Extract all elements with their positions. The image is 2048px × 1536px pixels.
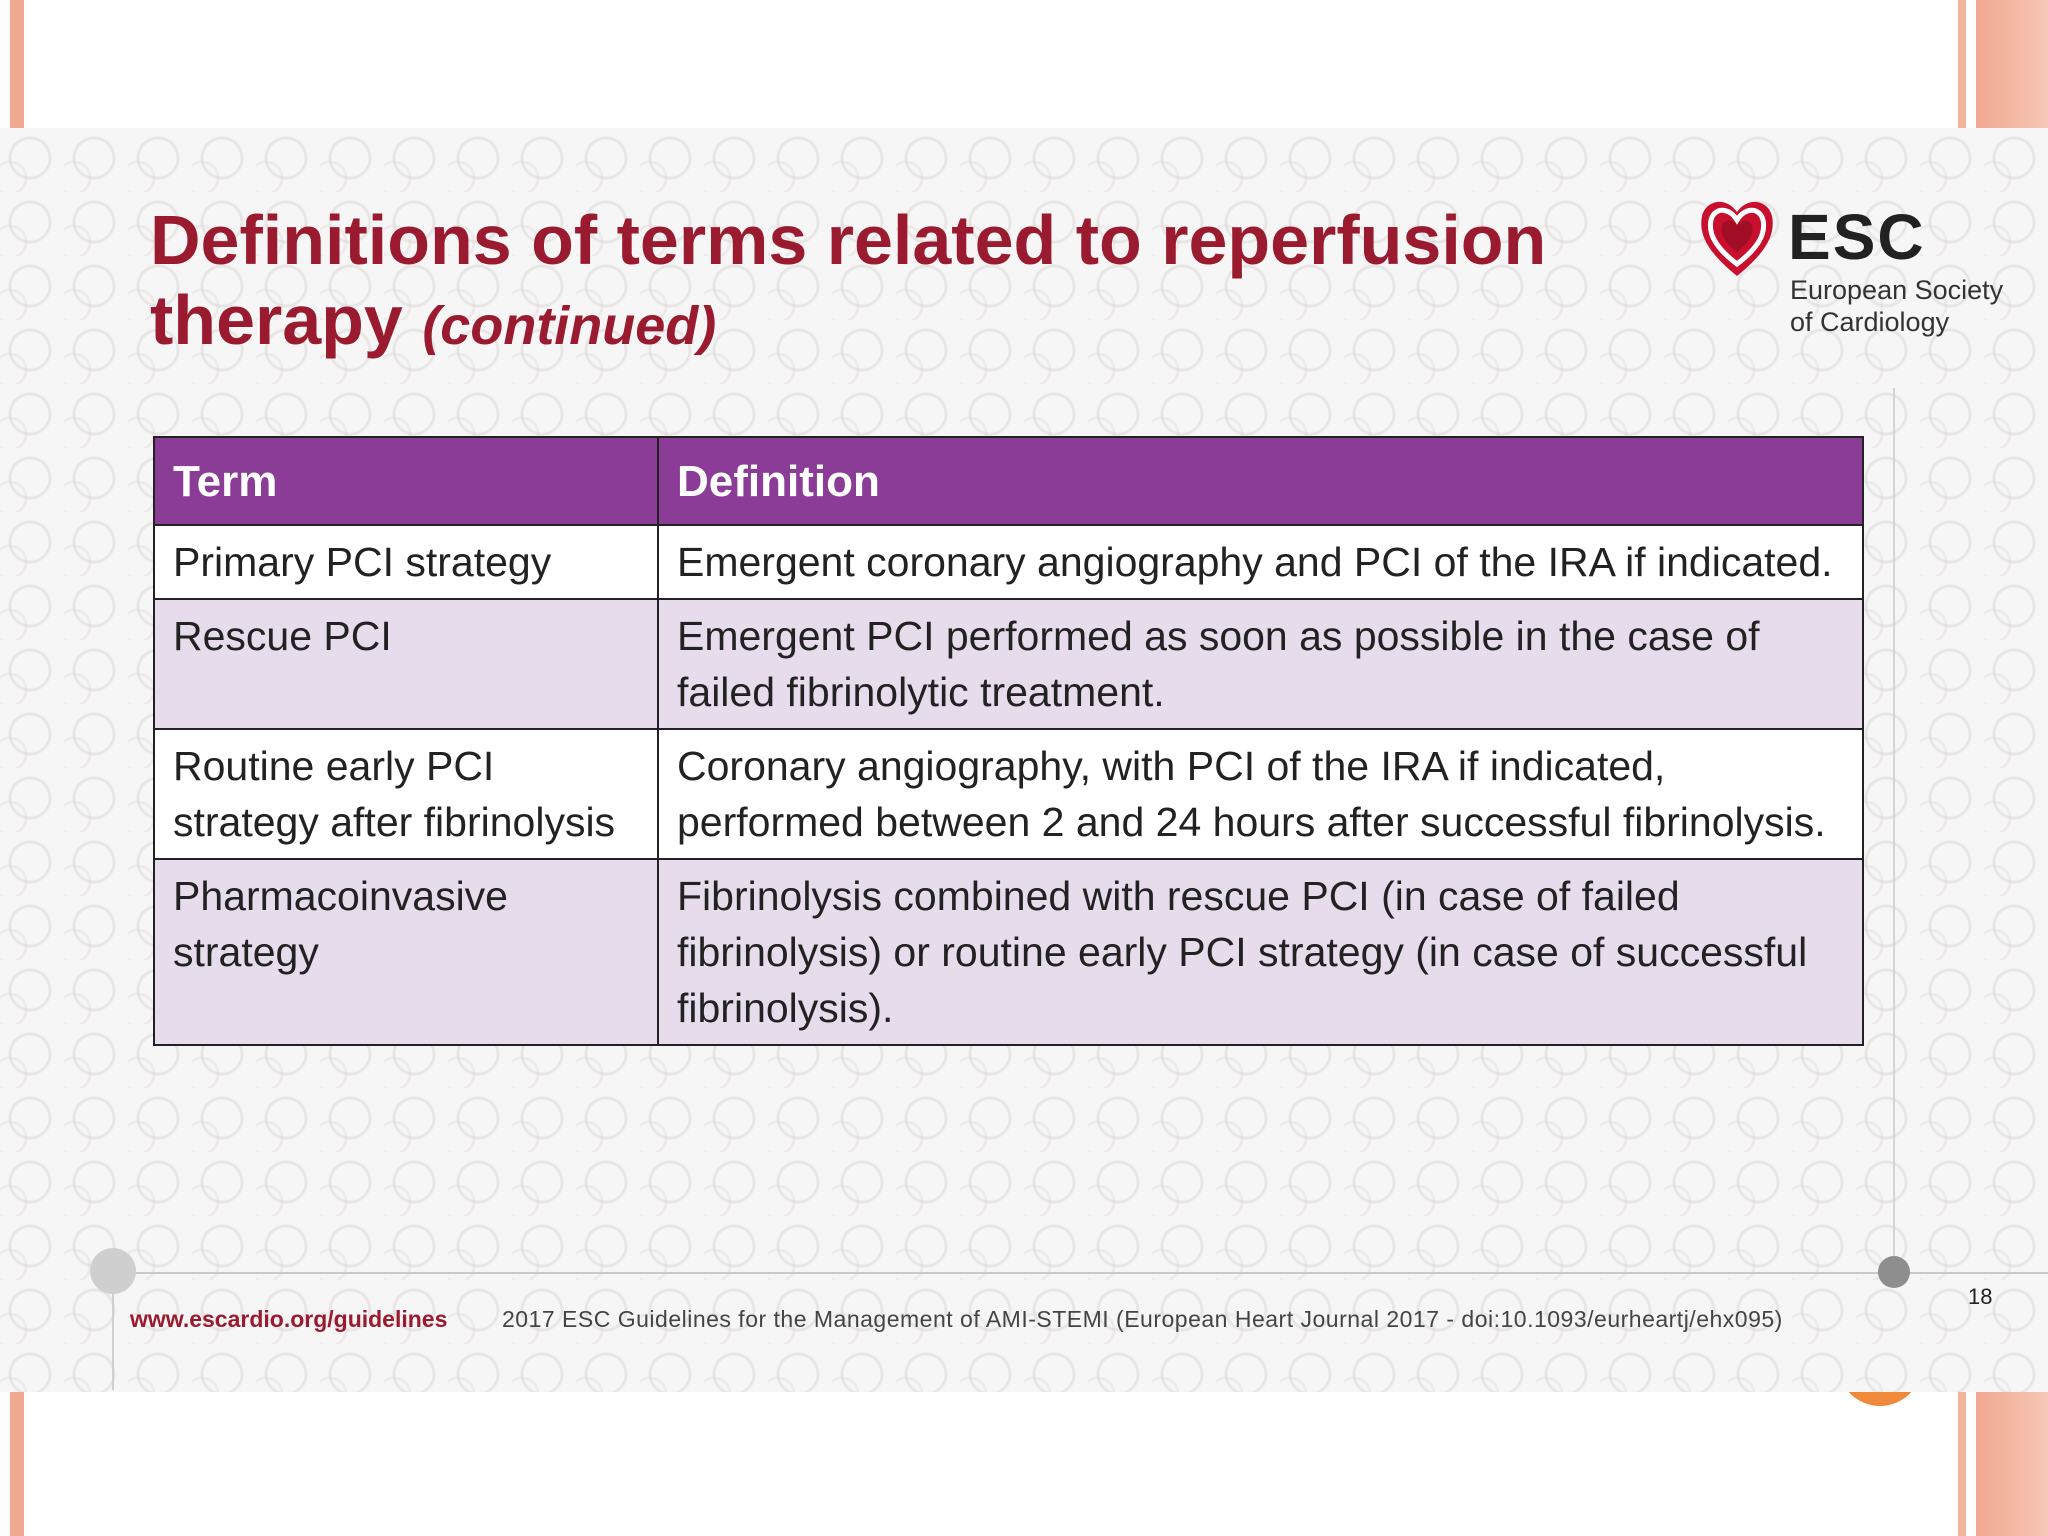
footer-dot-left: [90, 1248, 136, 1294]
esc-logo: ESC European Society of Cardiology: [1696, 192, 2016, 352]
logo-subtitle: European Society of Cardiology: [1790, 274, 2003, 338]
frame-accent-right-bottom: [1958, 1392, 2048, 1536]
slide-title: Definitions of terms related to reperfus…: [150, 200, 1600, 366]
frame-accent-left-bottom: [10, 1392, 24, 1536]
definition-cell: Emergent PCI performed as soon as possib…: [657, 598, 1864, 730]
footer-url-link[interactable]: www.escardio.org/guidelines: [130, 1306, 448, 1332]
frame-accent-left-top: [10, 0, 24, 128]
table-row: Pharmacoinvasive strategy Fibrinolysis c…: [153, 858, 1864, 1046]
term-cell: Routine early PCI strategy after fibrino…: [153, 728, 659, 860]
table-header-row: Term Definition: [153, 436, 1864, 526]
header-definition: Definition: [657, 436, 1864, 526]
logo-subtitle-line2: of Cardiology: [1790, 307, 1950, 337]
footer-rule: [112, 1272, 2048, 1274]
term-cell: Primary PCI strategy: [153, 524, 659, 600]
definition-cell: Coronary angiography, with PCI of the IR…: [657, 728, 1864, 860]
definitions-table: Term Definition Primary PCI strategy Eme…: [153, 436, 1864, 1046]
term-cell: Pharmacoinvasive strategy: [153, 858, 659, 1046]
definition-cell: Emergent coronary angiography and PCI of…: [657, 524, 1864, 600]
side-rule: [1893, 388, 1895, 1268]
table-row: Rescue PCI Emergent PCI performed as soo…: [153, 598, 1864, 730]
term-cell: Rescue PCI: [153, 598, 659, 730]
footer-vertical-rule: [112, 1294, 114, 1390]
logo-subtitle-line1: European Society: [1790, 275, 2004, 305]
slide-title-text: Definitions of terms related to reperfus…: [150, 201, 1547, 359]
frame-accent-right-top: [1958, 0, 2048, 128]
heart-logo-icon: [1701, 201, 1773, 276]
table-row: Primary PCI strategy Emergent coronary a…: [153, 524, 1864, 600]
page-number: 18: [1968, 1284, 1993, 1309]
logo-wordmark: ESC: [1788, 201, 1926, 273]
table-row: Routine early PCI strategy after fibrino…: [153, 728, 1864, 860]
definition-cell: Fibrinolysis combined with rescue PCI (i…: [657, 858, 1864, 1046]
footer-citation: 2017 ESC Guidelines for the Management o…: [502, 1306, 1783, 1332]
footer-dot-right: [1878, 1256, 1910, 1288]
header-term: Term: [153, 436, 659, 526]
slide-title-suffix: (continued): [422, 296, 717, 356]
